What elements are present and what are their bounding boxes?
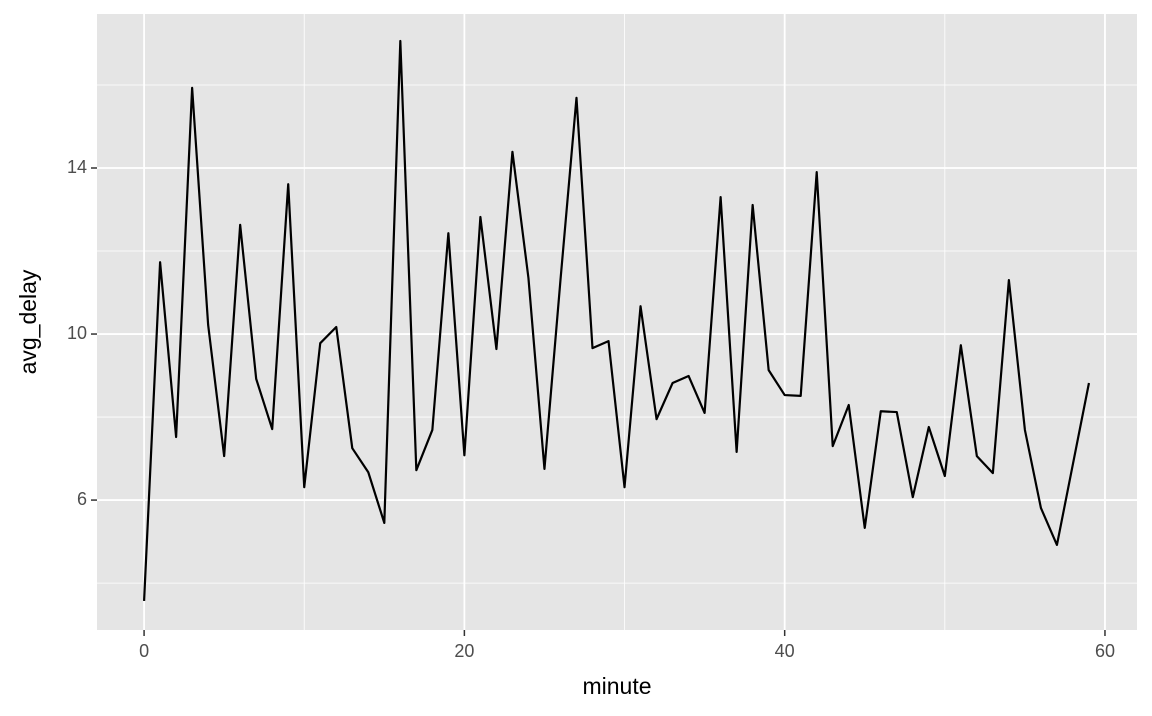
x-tick-label: 20	[454, 641, 474, 661]
x-tick-label: 60	[1095, 641, 1115, 661]
y-tick-label: 10	[67, 323, 87, 343]
y-tick-label: 14	[67, 157, 87, 177]
y-tick-label: 6	[77, 489, 87, 509]
x-tick-label: 40	[775, 641, 795, 661]
x-tick-label: 0	[139, 641, 149, 661]
x-axis-title: minute	[582, 673, 651, 699]
panel	[97, 14, 1137, 630]
line	[142, 39, 1091, 601]
y-axis-title: avg_delay	[15, 269, 41, 374]
